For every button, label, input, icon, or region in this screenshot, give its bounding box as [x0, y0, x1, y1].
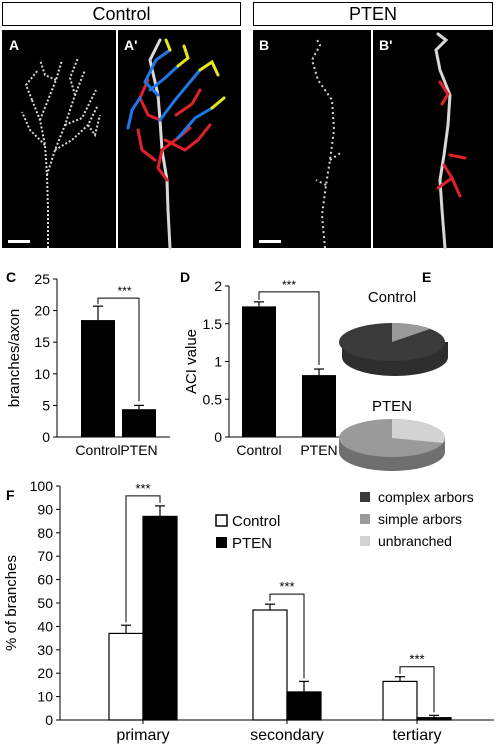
bar-pten	[416, 717, 452, 721]
bar	[122, 409, 156, 437]
legend-unbranched-label: unbranched	[378, 533, 452, 549]
panel-letter-b-prime: B'	[379, 37, 392, 53]
y-tick-label: 15	[34, 334, 50, 350]
significance-bracket	[269, 593, 305, 679]
legend-simple-label: simple arbors	[378, 511, 462, 527]
legend-simple-swatch	[360, 514, 370, 524]
panel-letter-d: D	[180, 269, 190, 285]
significance-bracket	[399, 666, 435, 713]
y-tick-label: 100	[30, 478, 54, 494]
y-tick-label: 60	[37, 572, 53, 588]
significance-label: ***	[279, 579, 294, 594]
y-tick-label: 50	[37, 595, 53, 611]
x-tick-label: Control	[236, 442, 281, 458]
scale-bar-a	[8, 240, 30, 243]
chart-d: 0 0.5 1 1.5 2 ACI value Control PTEN ***	[183, 278, 340, 458]
y-tick-label: 70	[37, 548, 53, 564]
y-axis-label: ACI value	[183, 329, 200, 394]
significance-bracket	[125, 495, 161, 623]
panel-letter-b: B	[259, 37, 269, 53]
pie-control-simple-slice	[392, 323, 430, 342]
y-tick-label: 40	[37, 618, 53, 634]
bar	[302, 375, 336, 437]
y-tick-label: 0.5	[203, 391, 223, 407]
legend-control-label: Control	[232, 513, 280, 530]
legend-complex-label: complex arbors	[378, 489, 474, 505]
y-axis-label: branches/axon	[6, 309, 23, 407]
y-tick-label: 25	[34, 271, 50, 287]
pie-label-control: Control	[368, 289, 416, 306]
pie-label-pten: PTEN	[372, 398, 412, 415]
panel-letter-a-prime: A'	[124, 37, 137, 53]
header-control: Control	[2, 2, 241, 26]
neuron-trace-a-prime	[126, 38, 226, 250]
x-tick-label: Control	[75, 442, 120, 458]
neuron-image-a	[21, 57, 101, 248]
y-tick-label: 20	[34, 303, 50, 319]
significance-label: ***	[117, 284, 131, 298]
bar-control	[382, 680, 418, 721]
legend-complex-swatch	[360, 492, 370, 502]
significance-label: ***	[409, 652, 424, 667]
legend-unbranched-swatch	[360, 536, 370, 546]
header-pten: PTEN	[253, 2, 493, 26]
scale-bar-b	[259, 240, 281, 243]
bar	[242, 306, 276, 437]
bar	[81, 320, 115, 437]
neuron-image-b	[310, 37, 343, 249]
y-tick-label: 0	[42, 429, 50, 445]
y-tick-label: 20	[37, 665, 53, 681]
x-tick-label: PTEN	[300, 442, 337, 458]
y-tick-label: 0	[214, 429, 222, 445]
significance-bracket	[97, 297, 140, 402]
pie-pten-unbranched-slice	[392, 419, 445, 443]
chart-c: 0 5 10 15 20 25 branches/axon Control PTEN ***	[6, 271, 170, 458]
y-tick-label: 5	[42, 397, 50, 413]
pie-pten	[339, 419, 445, 471]
bar-pten	[142, 515, 178, 721]
y-tick-label: 80	[37, 525, 53, 541]
panel-letter-c: C	[6, 269, 16, 285]
bar-pten	[286, 691, 322, 721]
y-tick-label: 1.5	[203, 316, 223, 332]
x-tick-label: tertiary	[393, 727, 442, 744]
neuron-trace-b-prime	[434, 32, 467, 250]
y-tick-label: 0	[45, 712, 53, 728]
y-axis-label: % of branches	[3, 555, 20, 651]
x-tick-label: secondary	[250, 727, 324, 744]
micrograph-b	[253, 30, 371, 248]
y-tick-label: 1	[214, 354, 222, 370]
bar-control	[108, 632, 144, 721]
significance-bracket	[258, 291, 320, 366]
micrograph-b-prime	[373, 30, 493, 248]
x-tick-label: PTEN	[120, 442, 157, 458]
bar-control	[252, 609, 288, 721]
chart-f: 0 10 20 30 40 50 60 70 80 90 100 % of branches prima…	[3, 478, 494, 744]
y-tick-label: 30	[37, 642, 53, 658]
significance-label: ***	[282, 278, 296, 292]
panel-letter-e: E	[422, 269, 431, 285]
y-tick-label: 90	[37, 501, 53, 517]
y-tick-label: 2	[214, 278, 222, 294]
x-tick-label: primary	[116, 727, 169, 744]
panel-letter-f: F	[6, 487, 15, 503]
legend-control-swatch	[215, 514, 228, 527]
legend-pten-swatch	[216, 537, 227, 548]
y-tick-label: 10	[34, 366, 50, 382]
significance-label: ***	[135, 481, 150, 496]
legend-pten-label: PTEN	[232, 535, 272, 552]
panel-letter-a: A	[9, 37, 19, 53]
pie-control	[339, 323, 448, 376]
y-tick-label: 10	[37, 689, 53, 705]
